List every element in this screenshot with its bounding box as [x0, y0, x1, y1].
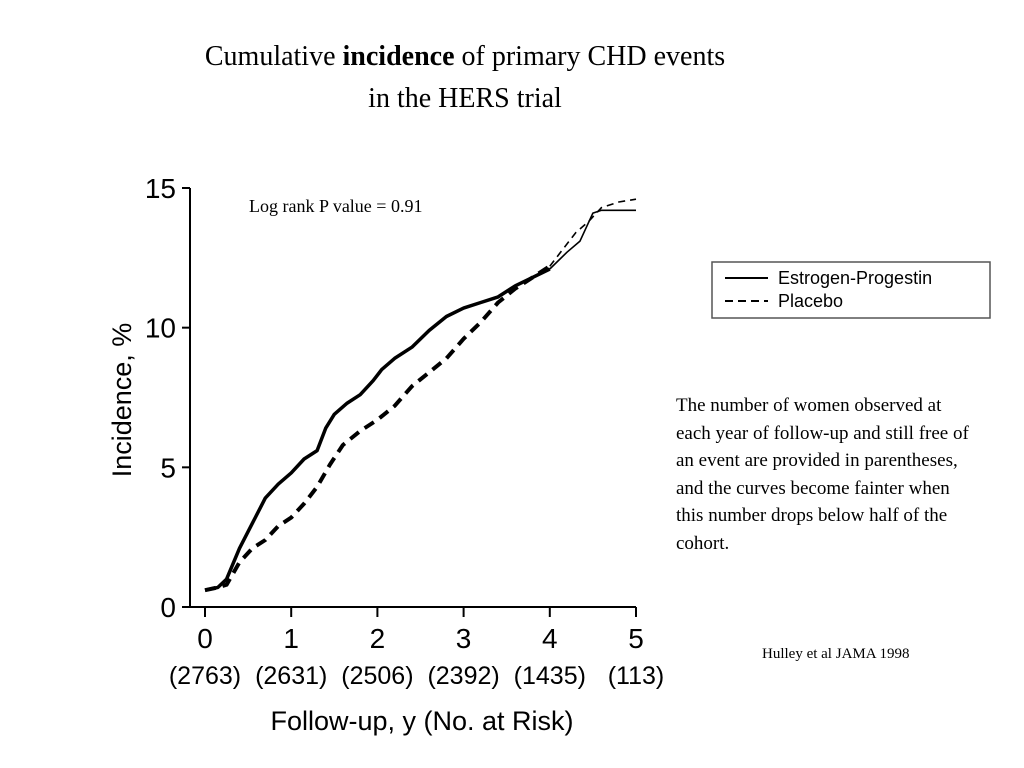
x-tick-label-1: 1	[283, 623, 299, 654]
x-tick-label-0: 0	[197, 623, 213, 654]
at-risk-label-2: (2506)	[341, 662, 413, 690]
series-line-faint-0	[549, 209, 636, 270]
at-risk-label-5: (113)	[608, 662, 665, 690]
x-tick-label-2: 2	[370, 623, 386, 654]
y-tick-label-5: 5	[160, 452, 176, 483]
chart-series	[204, 198, 637, 593]
series-line-faint-1	[549, 198, 637, 267]
title-post: of primary CHD events	[454, 41, 726, 72]
legend-label-estrogen: Estrogen-Progestin	[778, 268, 932, 288]
legend: Estrogen-Progestin Placebo	[711, 261, 991, 319]
series-line-0	[204, 267, 551, 592]
x-tick-label-4: 4	[542, 623, 558, 654]
y-axis-label: Incidence, %	[107, 323, 137, 478]
legend-label-placebo: Placebo	[778, 291, 843, 311]
chart-axes: 0 5 10 15 0 (2763) 1 (2631) 2 (2506) 3 (2392) 4 (1435…	[145, 173, 664, 690]
annotation-logrank: Log rank P value = 0.91	[249, 196, 422, 216]
y-tick-label-0: 0	[160, 592, 176, 623]
chart-labels: Log rank P value = 0.91 Follow-up, y (No…	[107, 196, 574, 736]
y-tick-label-10: 10	[145, 313, 176, 344]
at-risk-label-1: (2631)	[255, 662, 327, 690]
x-axis-label: Follow-up, y (No. at Risk)	[270, 706, 573, 736]
title-pre: Cumulative	[204, 41, 343, 72]
citation: Hulley et al JAMA 1998	[762, 646, 910, 662]
at-risk-label-4: (1435)	[514, 662, 586, 690]
x-tick-label-3: 3	[456, 623, 472, 654]
at-risk-label-0: (2763)	[169, 662, 241, 690]
title-line-2: in the HERS trial	[368, 83, 562, 114]
y-tick-label-15: 15	[145, 173, 176, 204]
title-bold: incidence	[342, 41, 455, 72]
legend-box	[711, 261, 991, 319]
at-risk-label-3: (2392)	[427, 662, 499, 690]
x-tick-label-5: 5	[628, 623, 644, 654]
note-text: The number of women observed at each yea…	[676, 395, 969, 554]
slide-title: Cumulative incidence of primary CHD even…	[0, 36, 930, 120]
series-line-1	[204, 264, 551, 593]
title-line-1: Cumulative incidence of primary CHD even…	[0, 36, 930, 78]
